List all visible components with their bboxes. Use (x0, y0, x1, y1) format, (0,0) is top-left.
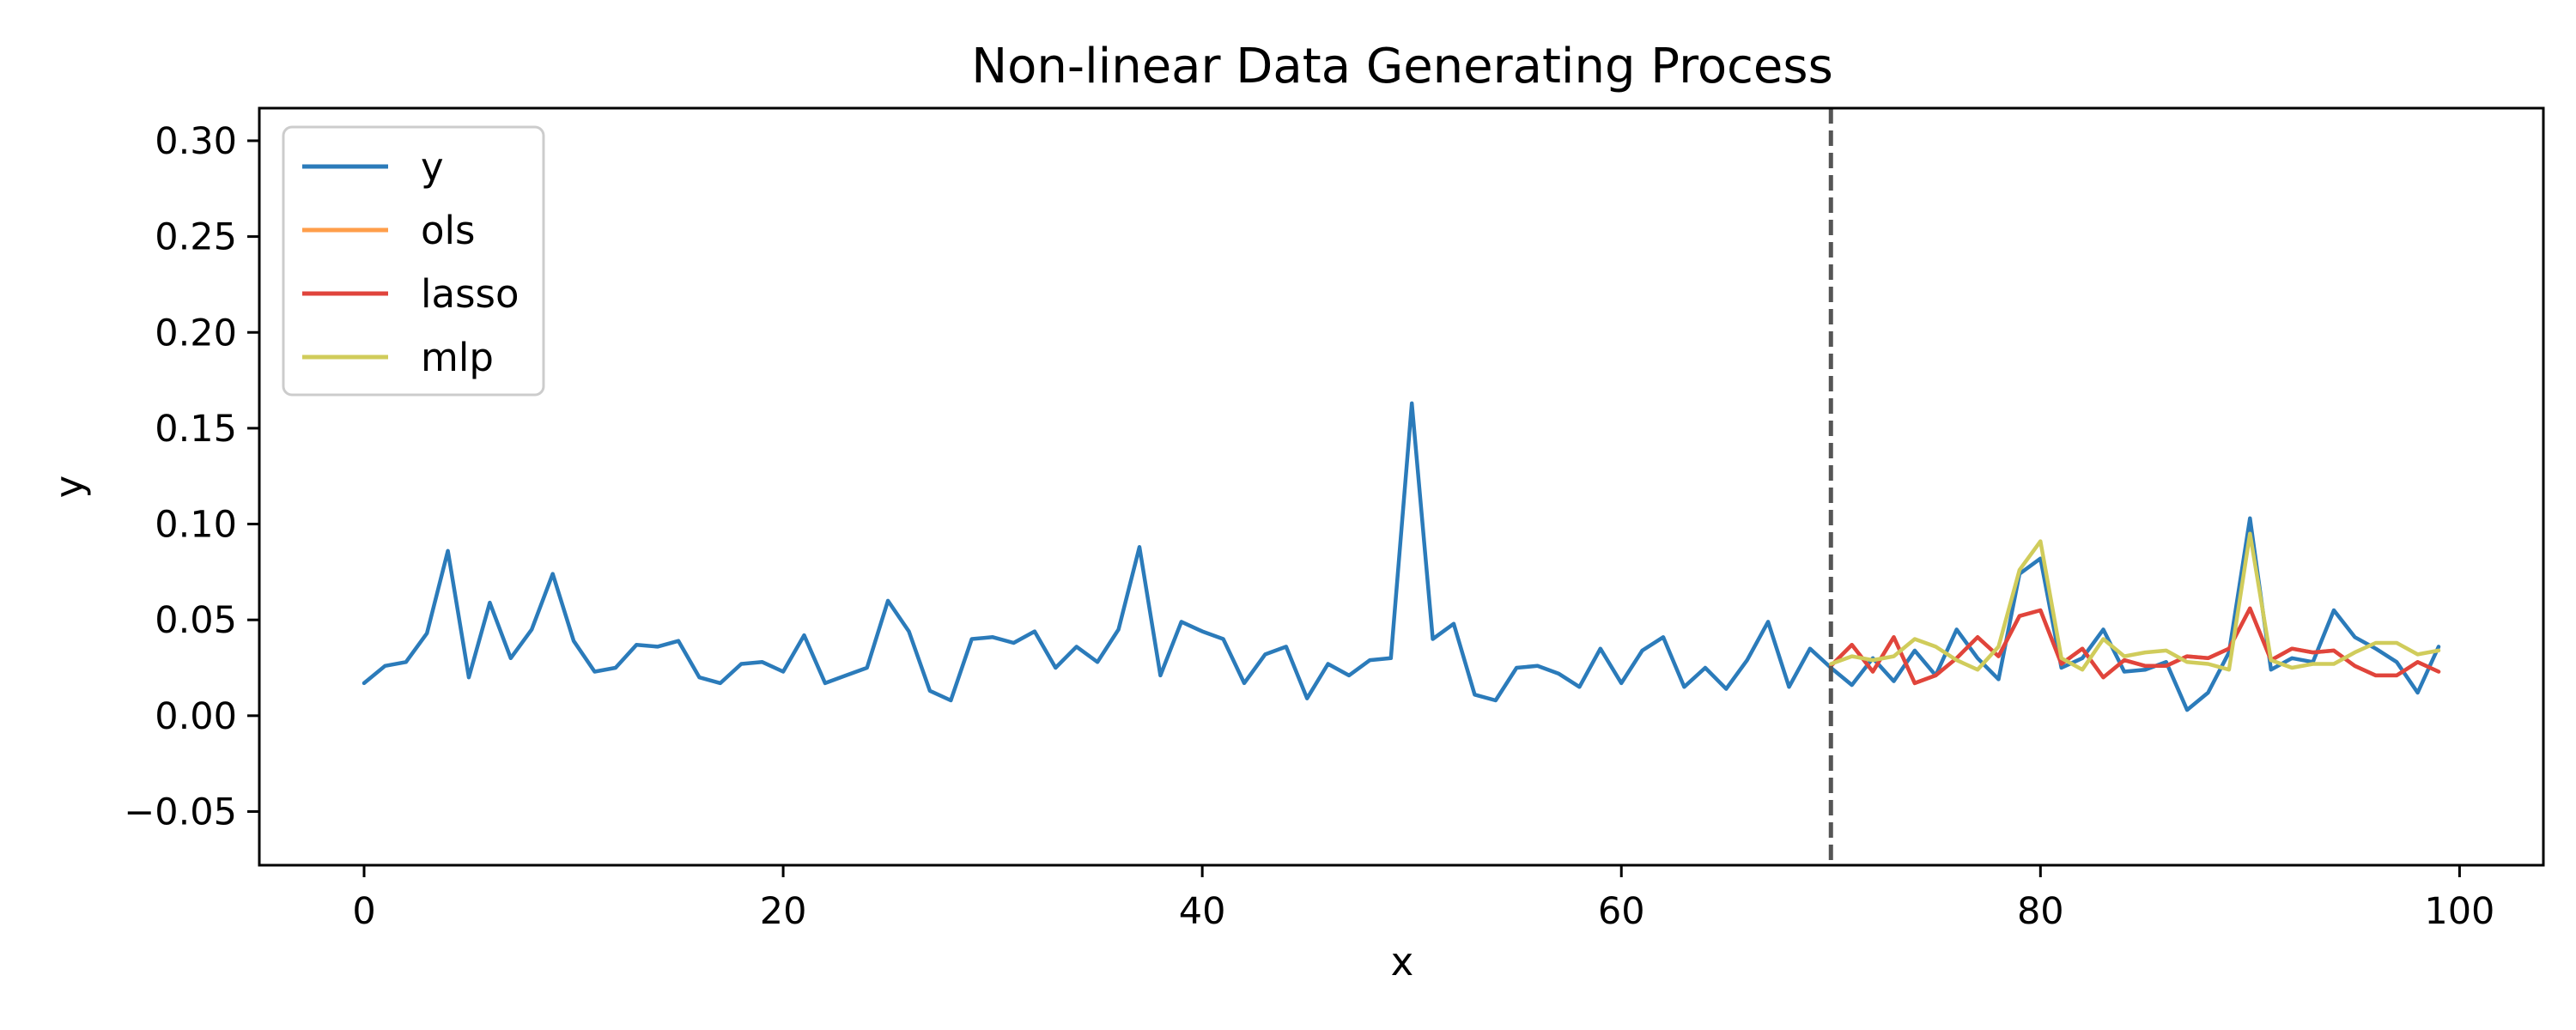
x-tick-label: 0 (352, 890, 375, 933)
y-tick-label: 0.30 (155, 120, 237, 163)
x-tick-label: 20 (760, 890, 807, 933)
plot-frame (258, 106, 2545, 867)
y-tick-label: 0.20 (155, 312, 237, 354)
legend-label-mlp: mlp (421, 335, 494, 380)
y-tick-label: −0.05 (124, 791, 237, 833)
x-axis-label: x (1391, 939, 1414, 985)
legend-label-y: y (421, 144, 444, 190)
y-axis-label: y (46, 476, 92, 499)
y-tick-label: 0.25 (155, 216, 237, 259)
series-line-lasso (1829, 606, 2441, 686)
x-tick-label: 80 (2017, 890, 2064, 933)
x-tick-label: 60 (1598, 890, 1645, 933)
x-tick-label: 100 (2424, 890, 2494, 933)
x-tick-label: 40 (1179, 890, 1226, 933)
chart-title: Non-linear Data Generating Process (971, 39, 1833, 94)
legend: y ols lasso mlp (282, 125, 545, 397)
legend-label-lasso: lasso (421, 271, 519, 317)
y-tick-label: 0.15 (155, 408, 237, 451)
y-tick-label: 0.05 (155, 599, 237, 642)
legend-label-ols: ols (421, 208, 475, 253)
plot-area: 0 20 40 60 80 100 −0.05 0.00 0.05 0.10 0.15 0.20 0.2… (124, 106, 2545, 933)
legend-box (282, 125, 545, 397)
series-line-y (361, 401, 2441, 712)
y-tick-label: 0.10 (155, 504, 237, 547)
y-tick-label: 0.00 (155, 695, 237, 738)
series-line-mlp (1829, 531, 2441, 672)
